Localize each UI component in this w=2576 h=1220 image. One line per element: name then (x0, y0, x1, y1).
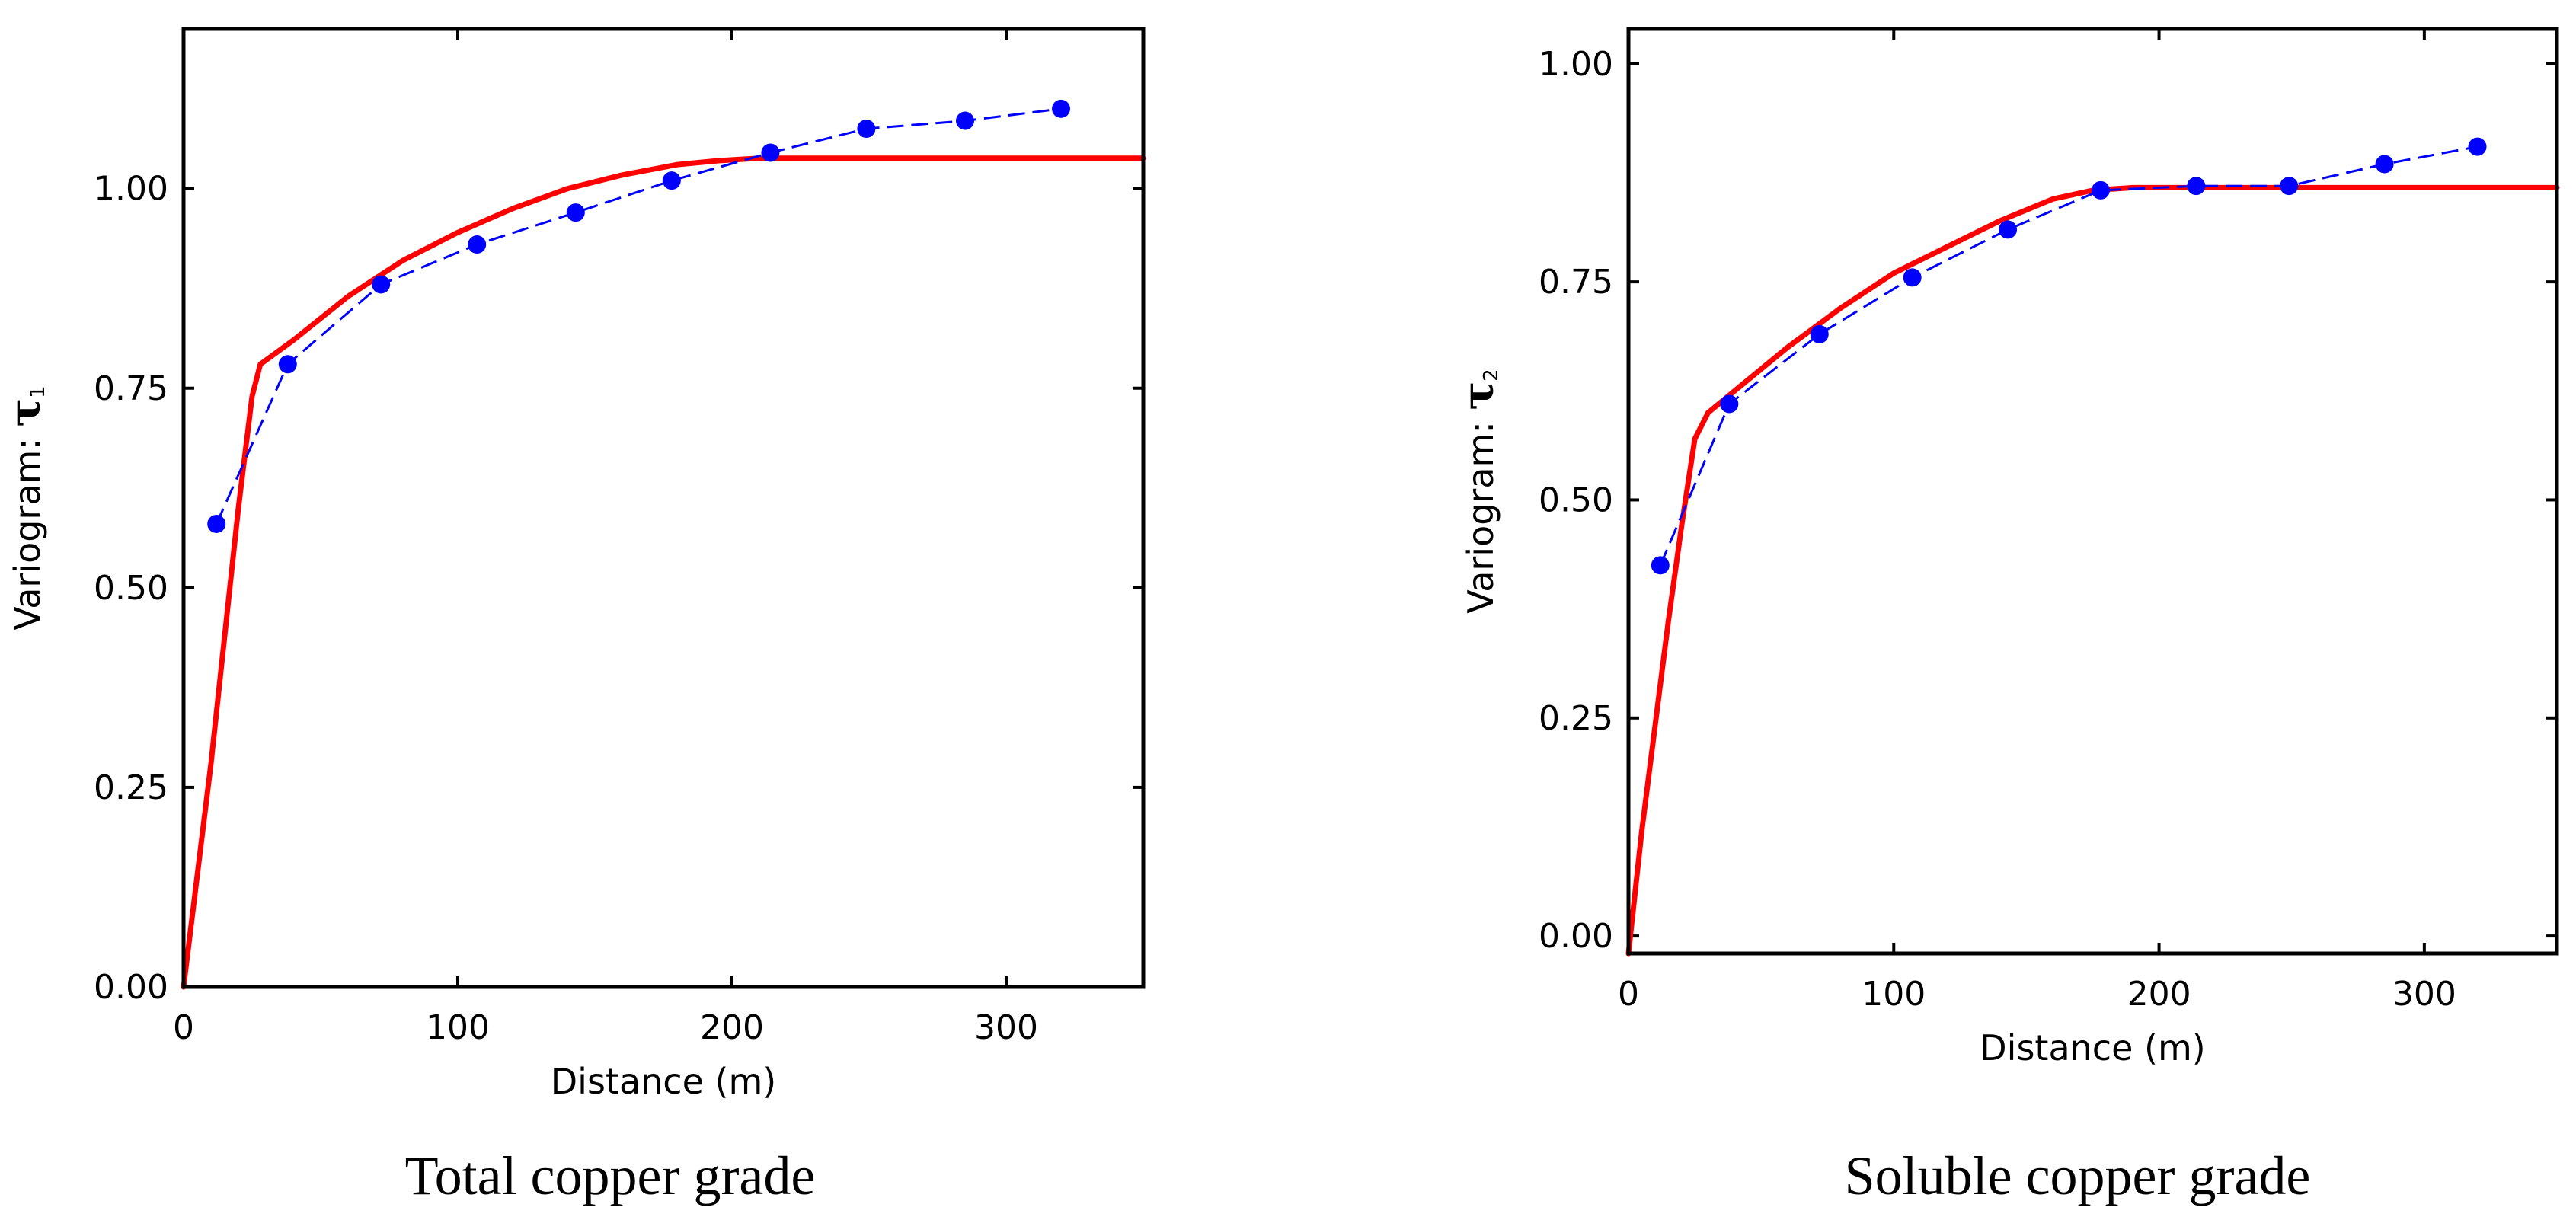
experimental-point (857, 120, 876, 139)
experimental-line (1659, 145, 2478, 566)
soluble-copper-chart: 0 100 200 300 0.00 0.25 0.50 0.75 1.00 Distance… (1453, 27, 2560, 1206)
plot-frame (1626, 27, 2559, 956)
model-curve-layer (1625, 184, 2560, 957)
y-tick-label: 0.50 (94, 569, 168, 608)
x-tick-labels: 0 100 200 300 (1618, 975, 2456, 1014)
x-tick-label: 0 (1618, 975, 1639, 1014)
x-tick-label: 100 (426, 1008, 490, 1047)
y-axis-label: Variogram: τ2 (1453, 369, 1504, 613)
y-tick-label: 1.00 (1539, 45, 1613, 84)
axis-ticks (1627, 29, 2557, 953)
tau-symbol: τ (0, 398, 50, 427)
x-tick-label: 200 (700, 1008, 764, 1047)
tau-subscript: 2 (1480, 369, 1503, 382)
x-tick-labels: 0 100 200 300 (173, 1008, 1038, 1047)
tau-subscript: 1 (27, 385, 50, 398)
experimental-point (566, 203, 585, 222)
y-tick-label: 0.25 (1539, 699, 1613, 738)
x-axis-label: Distance (m) (1980, 1027, 2205, 1068)
y-tick-label: 1.00 (94, 170, 168, 209)
x-tick-label: 300 (974, 1008, 1038, 1047)
experimental-point (2280, 177, 2299, 196)
plot-frame (181, 27, 1146, 989)
experimental-layer (1651, 137, 2487, 575)
y-tick-label: 0.25 (94, 768, 168, 807)
y-tick-labels: 0.00 0.25 0.50 0.75 1.00 (1539, 45, 1613, 956)
experimental-point (1810, 324, 1829, 343)
y-tick-label: 0.00 (94, 968, 168, 1007)
x-axis-label: Distance (m) (551, 1061, 776, 1102)
tau-symbol: τ (1453, 382, 1504, 410)
experimental-layer (207, 99, 1070, 533)
experimental-point (468, 235, 487, 254)
y-axis-label: Variogram: τ1 (0, 385, 50, 630)
experimental-point (207, 514, 226, 533)
experimental-point (1999, 220, 2018, 239)
model-curve-layer (181, 155, 1146, 990)
experimental-point (278, 355, 297, 374)
axis-ticks (182, 29, 1143, 988)
experimental-point (2375, 155, 2394, 174)
chart-caption: Soluble copper grade (1845, 1145, 2311, 1206)
experimental-point (372, 275, 391, 294)
y-tick-label: 0.75 (1539, 263, 1613, 302)
y-axis-label-prefix: Variogram: (1460, 410, 1501, 614)
model-curve (181, 155, 1146, 990)
experimental-line (215, 107, 1062, 525)
total-copper-chart: 0 100 200 300 0.00 0.25 0.50 0.75 1.00 Distance… (0, 27, 1146, 1206)
model-curve (1625, 184, 2560, 957)
y-tick-label: 0.00 (1539, 917, 1613, 956)
experimental-point (2187, 177, 2206, 196)
experimental-point (761, 143, 780, 162)
experimental-point (2091, 180, 2110, 200)
experimental-point (956, 111, 974, 130)
experimental-point (1651, 556, 1670, 575)
y-tick-label: 0.50 (1539, 481, 1613, 519)
experimental-point (1903, 268, 1922, 287)
x-tick-label: 0 (173, 1008, 194, 1047)
x-tick-label: 300 (2392, 975, 2456, 1014)
chart-caption: Total copper grade (405, 1145, 816, 1206)
y-tick-label: 0.75 (94, 369, 168, 408)
experimental-point (1720, 394, 1739, 414)
experimental-point (2468, 137, 2487, 156)
x-tick-label: 200 (2127, 975, 2191, 1014)
y-axis-label-prefix: Variogram: (7, 427, 48, 631)
experimental-point (1052, 99, 1070, 118)
y-tick-labels: 0.00 0.25 0.50 0.75 1.00 (94, 170, 168, 1007)
x-tick-label: 100 (1862, 975, 1926, 1014)
experimental-point (662, 171, 681, 190)
